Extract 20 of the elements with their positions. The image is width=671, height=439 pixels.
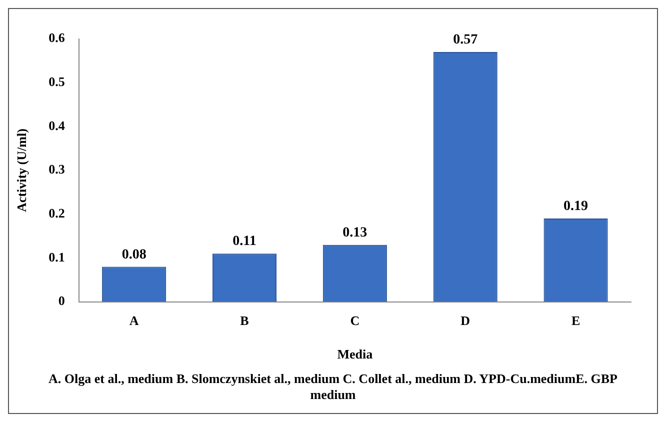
y-tick-label: 0.4 (48, 118, 66, 133)
data-label: 0.57 (453, 32, 478, 48)
x-tick-label: E (571, 312, 580, 328)
y-tick-label: 0.1 (48, 249, 65, 264)
x-axis-title: Media (337, 346, 374, 362)
y-tick-label: 0.2 (48, 205, 65, 220)
text: A. Olga et al., medium B. Slomczynskiet al., medium C. Collet al., medium D. YPD-Cu.mediumE. GBP medium (48, 370, 618, 404)
y-tick-label: 0.6 (48, 30, 66, 46)
y-tick-label: 0 (58, 293, 65, 308)
y-tick-label: 0.5 (48, 74, 66, 89)
y-tick-label: 0.3 (48, 162, 66, 177)
y-axis-title: Activity (U/ml) (14, 128, 30, 212)
data-label: 0.08 (122, 247, 146, 262)
x-tick-label: A (129, 312, 140, 328)
data-label: 0.11 (232, 234, 256, 250)
data-label: 0.13 (342, 225, 368, 240)
x-tick-label: B (240, 312, 250, 328)
x-tick-label: C (350, 312, 360, 328)
x-tick-label: D (460, 312, 470, 328)
data-label: 0.19 (564, 199, 588, 214)
